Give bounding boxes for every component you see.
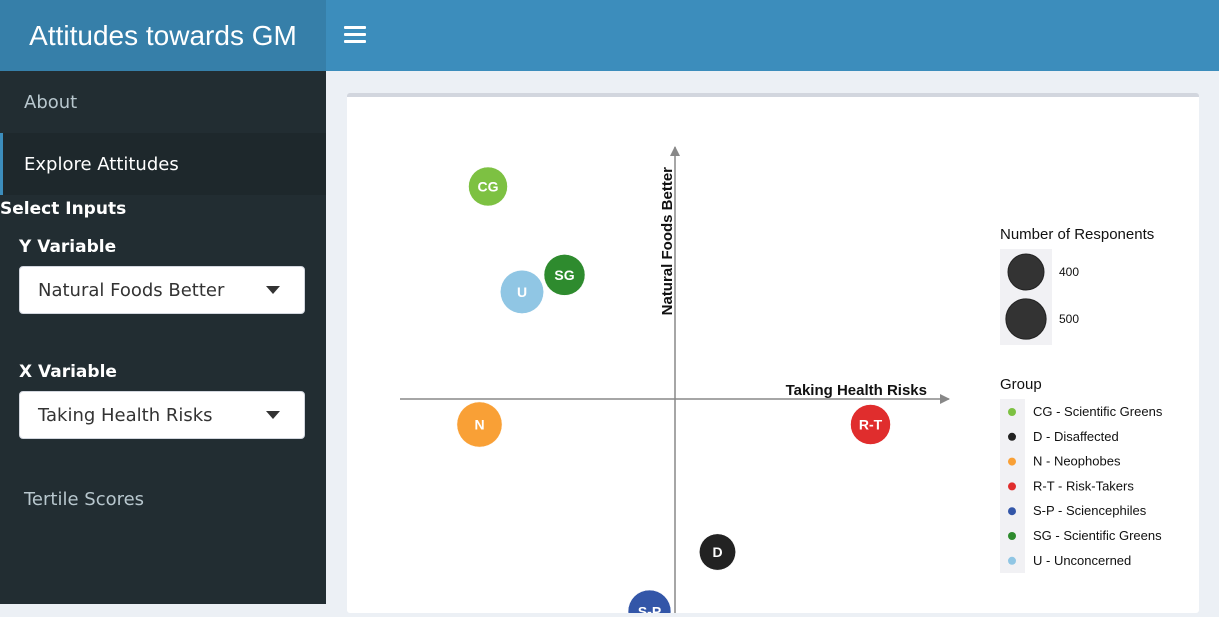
- point-label: R-T: [859, 417, 883, 433]
- size-legend-swatch: [1005, 298, 1047, 340]
- x-variable-label: X Variable: [19, 362, 117, 382]
- x-variable-select[interactable]: Taking Health Risks: [19, 391, 305, 439]
- chart-panel: Taking Health Risks Natural Foods Better…: [347, 93, 1199, 617]
- group-legend-label: SG - Scientific Greens: [1033, 528, 1162, 543]
- sidebar-item-label: About: [24, 91, 78, 113]
- group-legend-swatch: [1008, 482, 1016, 491]
- top-navbar: [326, 0, 1219, 71]
- point-label: SG: [554, 267, 574, 283]
- x-axis-label: Taking Health Risks: [786, 382, 927, 399]
- group-legend-swatch: [1008, 556, 1016, 565]
- sidebar: About Explore Attitudes Select Inputs Y …: [0, 71, 326, 604]
- point-cg[interactable]: [468, 166, 508, 207]
- app-title: Attitudes towards GM: [0, 0, 326, 71]
- point-r-t[interactable]: [850, 404, 891, 445]
- size-legend-label: 500: [1059, 312, 1079, 326]
- size-legend-swatch: [1007, 253, 1045, 291]
- group-legend-label: R-T - Risk-Takers: [1033, 478, 1134, 493]
- point-n[interactable]: [456, 401, 503, 448]
- group-legend-label: S-P - Sciencephiles: [1033, 503, 1147, 518]
- group-legend-label: U - Unconcerned: [1033, 553, 1131, 568]
- group-legend-swatch: [1008, 432, 1016, 441]
- point-label: CG: [478, 179, 499, 195]
- sidebar-item-label: Explore Attitudes: [24, 153, 179, 175]
- group-legend: CG - Scientific Greens D - Disaffected N -…: [1008, 404, 1163, 568]
- y-variable-select[interactable]: Natural Foods Better: [19, 266, 305, 314]
- group-legend-swatch: [1008, 532, 1016, 540]
- caret-down-icon: [266, 286, 280, 294]
- group-legend-label: D - Disaffected: [1033, 429, 1119, 444]
- sidebar-item-label: Tertile Scores: [24, 489, 145, 510]
- point-label: D: [712, 544, 722, 560]
- sidebar-item-about[interactable]: About: [0, 71, 326, 133]
- point-label: U: [517, 284, 527, 300]
- group-legend-label: CG - Scientific Greens: [1033, 404, 1163, 419]
- point-label: S-P: [638, 604, 661, 614]
- hamburger-icon[interactable]: [344, 23, 366, 47]
- caret-down-icon: [266, 411, 280, 419]
- x-variable-value: Taking Health Risks: [38, 404, 213, 426]
- select-inputs-heading: Select Inputs: [0, 199, 127, 219]
- size-legend: 400 500: [1005, 253, 1079, 340]
- point-u[interactable]: [500, 269, 544, 314]
- group-legend-title: Group: [1000, 376, 1042, 393]
- y-variable-label: Y Variable: [19, 237, 117, 257]
- sidebar-item-explore-attitudes[interactable]: Explore Attitudes: [0, 133, 326, 195]
- y-variable-value: Natural Foods Better: [38, 279, 225, 301]
- sidebar-item-tertile-scores[interactable]: Tertile Scores: [0, 489, 326, 510]
- size-legend-title: Number of Responents: [1000, 226, 1154, 243]
- scatter-chart: Taking Health Risks Natural Foods Better…: [400, 146, 1163, 617]
- group-legend-swatch: [1008, 457, 1016, 466]
- point-label: N: [474, 417, 484, 433]
- size-legend-label: 400: [1059, 265, 1079, 279]
- y-axis-label: Natural Foods Better: [659, 167, 676, 316]
- group-legend-swatch: [1008, 507, 1016, 516]
- point-sg[interactable]: [543, 254, 586, 296]
- group-legend-swatch: [1008, 408, 1016, 416]
- point-d[interactable]: [699, 533, 736, 571]
- group-legend-label: N - Neophobes: [1033, 454, 1121, 469]
